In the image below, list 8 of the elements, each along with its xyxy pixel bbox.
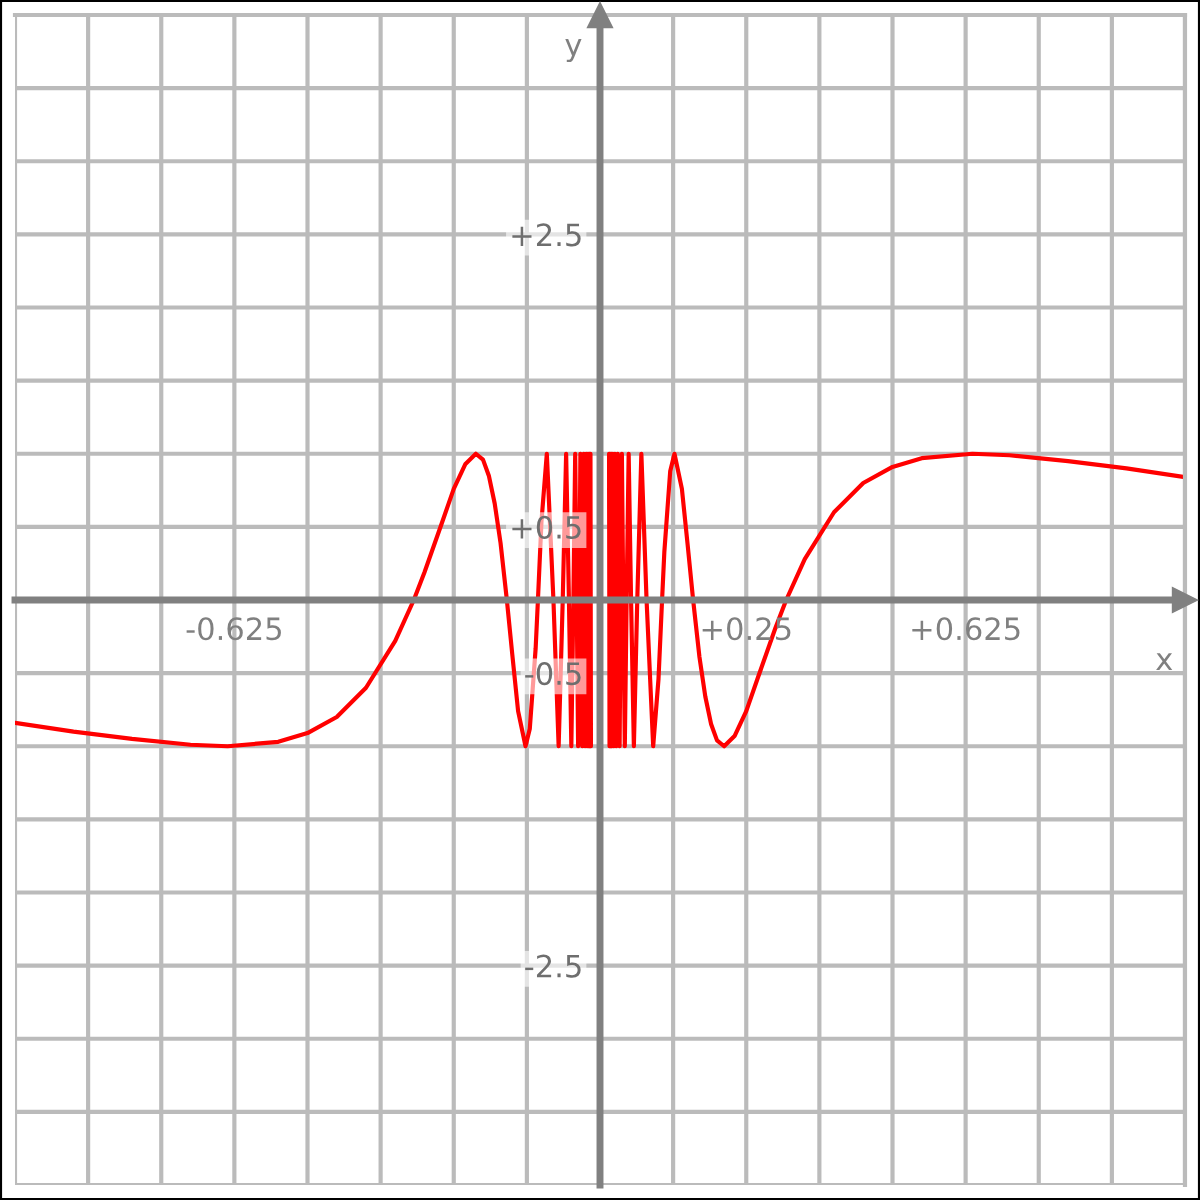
x-axis-title: x	[1156, 653, 1173, 671]
y-tick-label: -0.5	[525, 662, 581, 686]
y-tick-label: +0.5	[512, 515, 581, 539]
x-tick-label: -0.625	[186, 617, 281, 641]
x-tick-label: +0.625	[912, 617, 1020, 641]
y-tick-label: -2.5	[525, 954, 581, 978]
y-axis-title: y	[565, 39, 582, 63]
y-tick-label: +2.5	[512, 223, 581, 247]
